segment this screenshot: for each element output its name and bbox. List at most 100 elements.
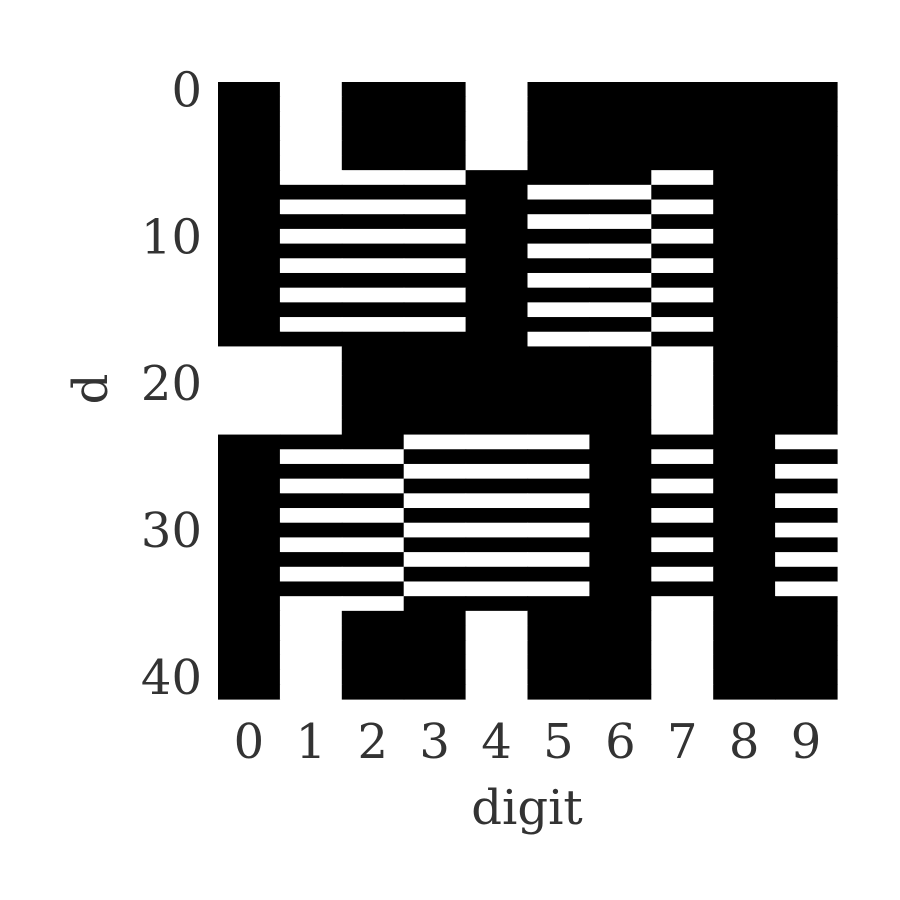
heatmap-cell — [218, 317, 281, 333]
heatmap-cell — [713, 596, 776, 612]
heatmap-cell — [218, 126, 281, 142]
heatmap-cell — [279, 82, 343, 98]
heatmap-cell — [279, 346, 343, 362]
heatmap-cell — [589, 361, 652, 377]
heatmap-cell — [403, 493, 467, 509]
heatmap-cell — [651, 478, 714, 494]
heatmap-cell — [218, 434, 281, 450]
heatmap-cell — [651, 405, 714, 421]
heatmap-cell — [279, 508, 343, 524]
heatmap-cell — [651, 272, 714, 289]
heatmap-cell — [341, 537, 405, 553]
heatmap-cell — [279, 449, 343, 465]
heatmap-cell — [651, 96, 714, 112]
heatmap-cell — [279, 287, 343, 303]
heatmap-cell — [341, 508, 405, 524]
heatmap-cell — [403, 449, 467, 465]
heatmap-cell — [775, 434, 838, 450]
heatmap-cell — [527, 684, 590, 700]
heatmap-cell — [713, 537, 776, 553]
heatmap-cell — [341, 361, 405, 377]
heatmap-cell — [589, 434, 652, 450]
heatmap-cell — [465, 566, 529, 583]
heatmap-cell — [341, 82, 405, 98]
heatmap-cell — [589, 170, 652, 186]
heatmap-cell — [651, 170, 714, 186]
heatmap-cell — [775, 419, 838, 436]
heatmap-cell — [403, 302, 467, 318]
heatmap-cell — [589, 184, 652, 201]
heatmap-cell — [279, 258, 343, 274]
heatmap-cell — [651, 610, 714, 627]
heatmap-cell — [651, 390, 714, 406]
heatmap-cell — [341, 155, 405, 171]
heatmap-cell — [527, 272, 590, 289]
heatmap-cell — [465, 126, 529, 142]
heatmap-cell — [527, 449, 590, 465]
heatmap-cell — [589, 111, 652, 127]
heatmap-cell — [589, 96, 652, 112]
heatmap-cell — [218, 155, 281, 171]
heatmap-cell — [713, 184, 776, 201]
heatmap-cell — [218, 346, 281, 362]
y-tick-label: 30 — [141, 503, 202, 559]
heatmap-cell — [218, 140, 281, 157]
heatmap-cell — [218, 669, 281, 685]
heatmap-cell — [279, 581, 343, 597]
heatmap-cell — [775, 126, 838, 142]
heatmap-cell — [651, 508, 714, 524]
heatmap-cell — [403, 140, 467, 157]
heatmap-cell — [341, 272, 405, 289]
heatmap-cell — [651, 566, 714, 583]
heatmap-cell — [465, 390, 529, 406]
heatmap-cell — [713, 302, 776, 318]
heatmap-cell — [465, 478, 529, 494]
heatmap-cell — [465, 610, 529, 627]
heatmap-cell — [218, 243, 281, 259]
heatmap-cell — [527, 331, 590, 348]
heatmap-cell — [465, 625, 529, 641]
heatmap-cell — [527, 228, 590, 245]
heatmap-cell — [527, 361, 590, 377]
heatmap-cell — [403, 419, 467, 436]
heatmap-cell — [651, 449, 714, 465]
heatmap-cell — [341, 493, 405, 509]
heatmap-cell — [713, 625, 776, 641]
heatmap-cell — [713, 111, 776, 127]
heatmap-cell — [775, 184, 838, 201]
heatmap-cell — [651, 493, 714, 509]
heatmap-cell — [403, 258, 467, 274]
heatmap-cell — [465, 463, 529, 480]
heatmap-cell — [651, 331, 714, 348]
heatmap-cell — [341, 596, 405, 612]
heatmap-cell — [651, 346, 714, 362]
heatmap-cell — [279, 669, 343, 685]
heatmap-cell — [279, 155, 343, 171]
heatmap-cell — [465, 375, 529, 392]
heatmap-cell — [279, 405, 343, 421]
heatmap-cell — [279, 184, 343, 201]
heatmap-cell — [341, 566, 405, 583]
heatmap-cell — [465, 96, 529, 112]
x-tick-label: 4 — [481, 714, 512, 770]
heatmap-cell — [651, 228, 714, 245]
heatmap-cell — [527, 654, 590, 671]
heatmap-cell — [589, 552, 652, 568]
heatmap-cell — [775, 272, 838, 289]
heatmap-cell — [775, 287, 838, 303]
heatmap-cell — [403, 508, 467, 524]
heatmap-cell — [775, 610, 838, 627]
heatmap-cell — [713, 640, 776, 656]
heatmap-cell — [713, 170, 776, 186]
heatmap-cell — [341, 610, 405, 627]
heatmap-cell — [465, 537, 529, 553]
heatmap-cell — [218, 287, 281, 303]
heatmap-cell — [589, 317, 652, 333]
heatmap-cell — [527, 199, 590, 215]
heatmap-cell — [775, 228, 838, 245]
heatmap-cell — [403, 331, 467, 348]
heatmap-cell — [775, 346, 838, 362]
heatmap-cell — [589, 346, 652, 362]
heatmap-cell — [713, 346, 776, 362]
heatmap-cell — [527, 140, 590, 157]
